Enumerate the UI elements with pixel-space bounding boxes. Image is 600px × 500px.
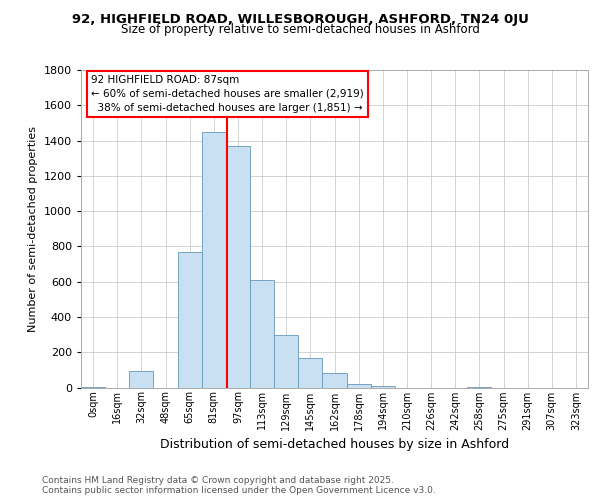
Text: Contains HM Land Registry data © Crown copyright and database right 2025.
Contai: Contains HM Land Registry data © Crown c… [42, 476, 436, 495]
Text: Size of property relative to semi-detached houses in Ashford: Size of property relative to semi-detach… [121, 22, 479, 36]
X-axis label: Distribution of semi-detached houses by size in Ashford: Distribution of semi-detached houses by … [160, 438, 509, 451]
Bar [129, 370, 154, 388]
Bar [371, 386, 395, 388]
Bar [250, 280, 274, 388]
Bar [322, 372, 347, 388]
Bar [226, 146, 250, 388]
Bar [347, 384, 371, 388]
Bar [178, 252, 202, 388]
Text: 92, HIGHFIELD ROAD, WILLESBOROUGH, ASHFORD, TN24 0JU: 92, HIGHFIELD ROAD, WILLESBOROUGH, ASHFO… [71, 12, 529, 26]
Bar [467, 386, 491, 388]
Bar [298, 358, 322, 388]
Text: 92 HIGHFIELD ROAD: 87sqm
← 60% of semi-detached houses are smaller (2,919)
  38%: 92 HIGHFIELD ROAD: 87sqm ← 60% of semi-d… [91, 75, 364, 113]
Bar [274, 336, 298, 388]
Bar [202, 132, 226, 388]
Y-axis label: Number of semi-detached properties: Number of semi-detached properties [28, 126, 38, 332]
